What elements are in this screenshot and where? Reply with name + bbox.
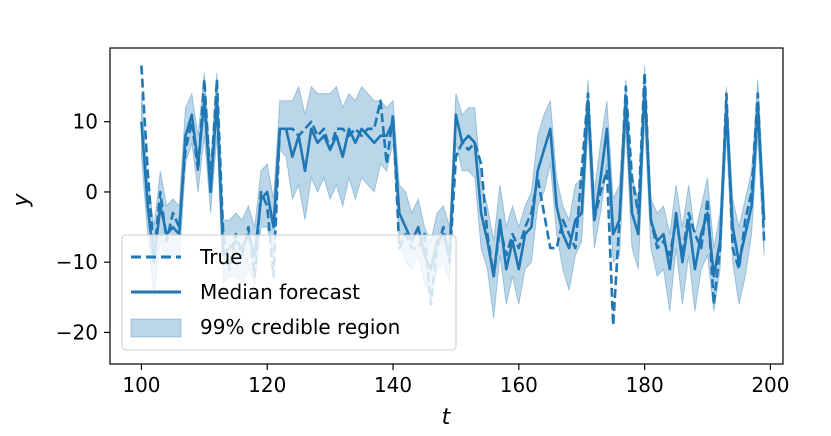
legend: True Median forecast 99% credible region xyxy=(121,234,457,351)
y-axis-label: y xyxy=(9,193,34,208)
x-tick-label: 200 xyxy=(751,373,789,397)
y-tick-label: −20 xyxy=(56,320,98,344)
legend-box xyxy=(121,234,457,351)
y-tick-label: 10 xyxy=(73,110,98,134)
plot-frame xyxy=(109,47,784,365)
x-tick-label: 120 xyxy=(248,373,286,397)
y-tick-label: 0 xyxy=(85,180,98,204)
y-tick-label: −10 xyxy=(56,250,98,274)
legend-true-label: True xyxy=(199,245,242,269)
legend-band-swatch xyxy=(130,318,182,338)
x-tick-label: 140 xyxy=(374,373,412,397)
x-tick-label: 180 xyxy=(626,373,664,397)
y-axis: −20 −10 0 10 xyxy=(56,110,110,344)
legend-band-label: 99% credible region xyxy=(200,315,400,339)
x-tick-label: 100 xyxy=(122,373,160,397)
x-axis: 100 120 140 160 180 200 xyxy=(122,364,790,397)
legend-median-label: Median forecast xyxy=(200,280,360,304)
x-tick-label: 160 xyxy=(500,373,538,397)
x-axis-label: t xyxy=(442,405,452,430)
